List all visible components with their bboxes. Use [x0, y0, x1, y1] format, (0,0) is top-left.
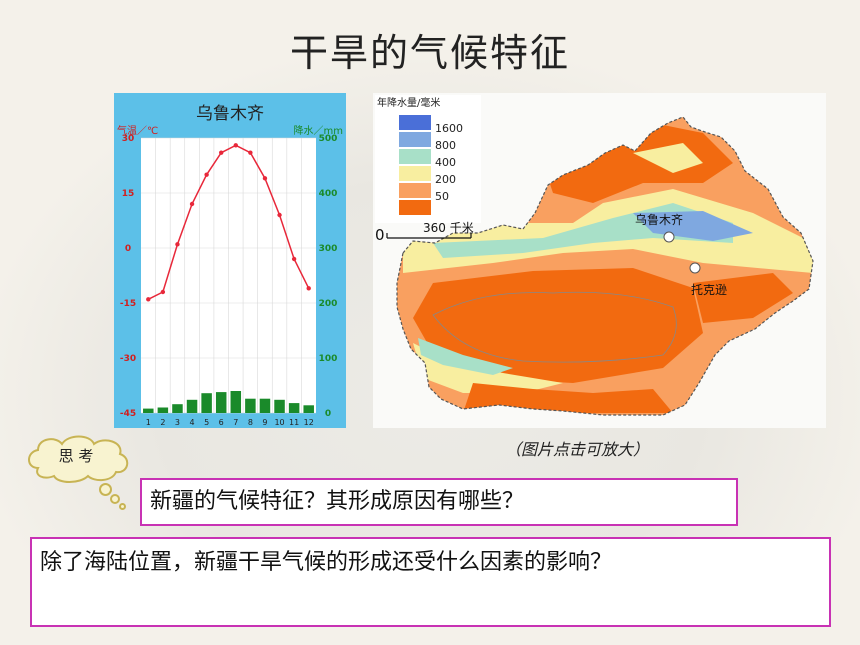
temp-point — [277, 212, 282, 218]
precip-bar — [259, 398, 271, 413]
question-box-1: 新疆的气候特征？其形成原因有哪些？ — [140, 478, 738, 526]
temp-tick-label: -45 — [120, 409, 136, 419]
bubble-dot-small — [119, 503, 126, 510]
city-urumqi-marker[interactable] — [663, 231, 675, 243]
precip-bar — [143, 408, 154, 413]
temp-tick-labels: 30 15 0 -15 -30 -45 — [120, 134, 136, 419]
precip-tick-labels: 500 400 300 200 100 0 — [319, 134, 338, 419]
precip-tick-label: 200 — [319, 299, 338, 309]
legend-swatch — [399, 132, 431, 147]
temp-line — [147, 144, 310, 301]
precip-tick-label: 300 — [319, 244, 338, 254]
legend-label: 800 — [435, 139, 456, 152]
question-box-2: 除了海陆位置，新疆干旱气候的形成还受什么因素的影响？ — [30, 537, 831, 627]
climate-chart[interactable]: 乌鲁木齐 气温／℃ 降水／mm 30 15 0 -15 -30 -45 500 400 300… — [114, 93, 346, 428]
month-label: 2 — [160, 418, 165, 427]
month-label: 10 — [274, 418, 284, 427]
bubble-dot-large — [99, 483, 112, 496]
temp-point — [233, 143, 238, 148]
precip-tick-label: 400 — [319, 189, 338, 199]
precipitation-map[interactable]: 年降水量/毫米 1600 800 400 200 50 0 360 千米 乌鲁木齐 托克… — [373, 93, 826, 428]
legend-swatch — [399, 115, 431, 130]
legend-title: 年降水量/毫米 — [377, 96, 440, 109]
month-label: 6 — [219, 418, 224, 427]
precip-bar — [303, 405, 314, 413]
month-label: 5 — [204, 418, 209, 427]
precip-bar — [274, 399, 285, 413]
month-label: 9 — [262, 418, 267, 427]
scale-label: 360 千米 — [423, 221, 474, 235]
legend-items: 1600 800 400 200 50 — [399, 115, 463, 215]
temp-tick-label: -15 — [120, 299, 136, 309]
map-border — [396, 116, 814, 416]
precip-bar — [230, 391, 242, 413]
precip-bar — [157, 407, 169, 413]
temp-point — [248, 150, 253, 155]
think-bubble: 思 考 — [24, 432, 134, 490]
month-label: 11 — [289, 418, 299, 427]
legend-swatch — [399, 200, 431, 215]
legend-label: 50 — [435, 190, 449, 203]
month-label: 3 — [175, 418, 180, 427]
temp-tick-label: -30 — [120, 354, 136, 364]
legend-swatch — [399, 149, 431, 164]
legend-label: 1600 — [435, 122, 463, 135]
legend-label: 400 — [435, 156, 456, 169]
legend-label: 200 — [435, 173, 456, 186]
cloud-icon — [28, 435, 129, 483]
temp-tick-label: 30 — [122, 134, 135, 144]
temp-point — [291, 256, 297, 262]
month-label: 7 — [233, 418, 238, 427]
temp-point — [262, 176, 268, 181]
precip-bar — [172, 404, 183, 413]
think-label: 思 考 — [58, 447, 94, 465]
slide-title: 干旱的气候特征 — [289, 31, 570, 75]
precip-bars — [143, 391, 314, 413]
month-label: 8 — [248, 418, 253, 427]
precip-bar — [288, 403, 300, 413]
temp-points — [146, 143, 311, 302]
precip-tick-label: 0 — [325, 409, 331, 419]
temp-point — [146, 297, 151, 302]
temp-point — [189, 201, 195, 207]
left-axis-label: 气温／℃ — [117, 124, 158, 137]
chart-title: 乌鲁木齐 — [196, 104, 264, 124]
precip-bar — [201, 393, 212, 413]
bubble-dot-medium — [110, 494, 120, 504]
legend-swatch — [399, 183, 431, 198]
precip-bar — [245, 398, 256, 413]
city-toksun-marker[interactable] — [689, 262, 701, 274]
scale-zero: 0 — [375, 226, 385, 244]
month-labels: 1 2 3 4 5 6 7 8 9 10 11 12 — [146, 418, 314, 427]
month-label: 12 — [304, 418, 314, 427]
month-label: 1 — [146, 418, 151, 427]
right-axis-label: 降水／mm — [294, 124, 343, 137]
temp-point — [306, 286, 311, 291]
temp-tick-label: 15 — [122, 189, 135, 199]
map-svg: 年降水量/毫米 1600 800 400 200 50 0 360 千米 乌鲁木齐 托克… — [375, 95, 814, 416]
city-urumqi-label: 乌鲁木齐 — [635, 212, 683, 227]
precip-tick-label: 100 — [319, 354, 338, 364]
temp-point — [219, 150, 224, 155]
temp-tick-label: 0 — [125, 244, 131, 254]
temp-point — [175, 242, 180, 247]
city-toksun-label: 托克逊 — [691, 283, 727, 297]
basin-outline — [432, 291, 677, 363]
precip-tick-label: 500 — [319, 134, 338, 144]
image-caption[interactable]: （图片点击可放大） — [505, 440, 650, 459]
precip-bar — [186, 399, 198, 413]
grid-lines — [141, 137, 316, 414]
legend-swatch — [399, 166, 431, 181]
temp-point — [204, 172, 209, 177]
month-label: 4 — [189, 418, 194, 427]
temp-point — [160, 289, 166, 295]
precip-bar — [215, 392, 227, 413]
